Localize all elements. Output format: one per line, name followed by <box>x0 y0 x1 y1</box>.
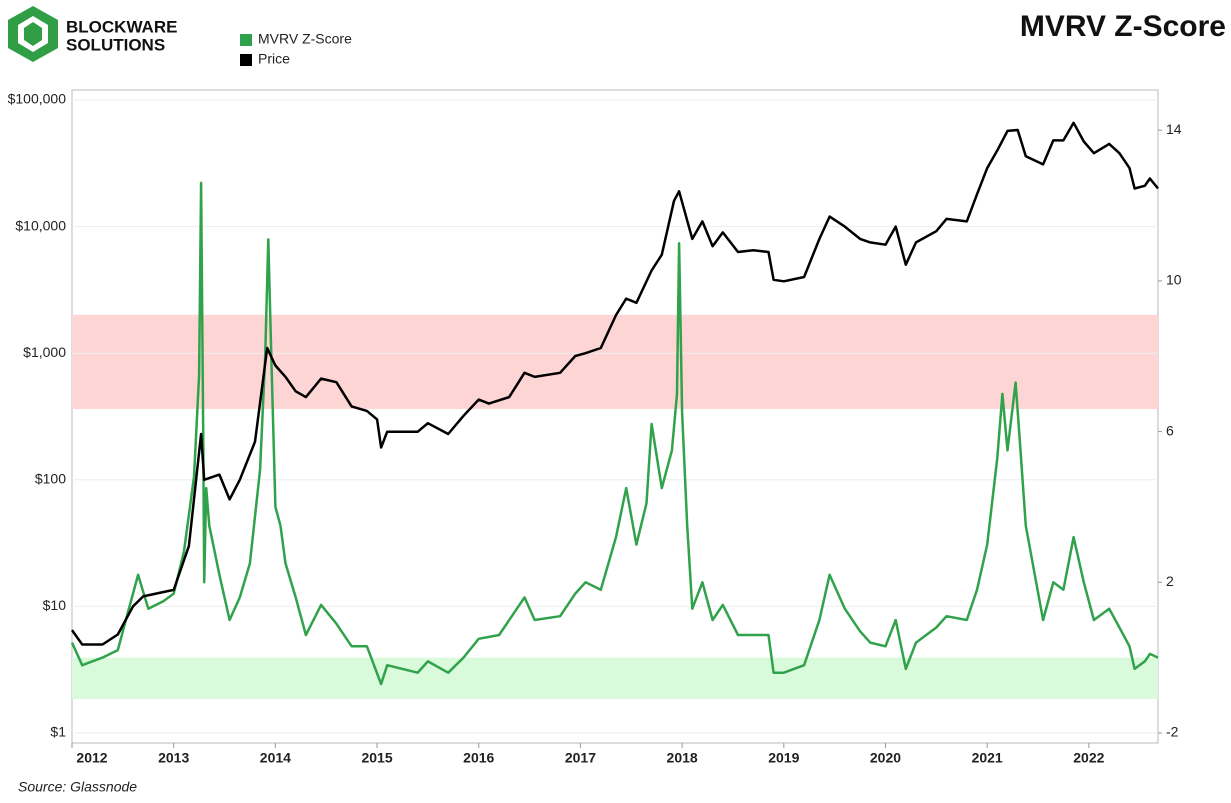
legend-swatch <box>240 34 252 46</box>
x-tick-label: 2017 <box>565 750 596 766</box>
x-tick-label: 2015 <box>361 750 392 766</box>
y2-tick-label: -2 <box>1166 724 1179 740</box>
x-tick-label: 2022 <box>1073 750 1104 766</box>
x-tick-label: 2019 <box>768 750 799 766</box>
x-tick-label: 2014 <box>260 750 291 766</box>
series-line <box>70 121 1159 646</box>
source: Source: Glassnode <box>18 779 137 795</box>
logo-mark <box>8 6 58 62</box>
x-tick-label: 2016 <box>463 750 494 766</box>
y-tick-label: $10,000 <box>15 217 66 233</box>
x-tick-label: 2012 <box>76 750 107 766</box>
x-tick-label: 2013 <box>158 750 189 766</box>
series-line <box>70 181 1159 686</box>
x-tick-label: 2018 <box>667 750 698 766</box>
zone-band <box>72 657 1158 700</box>
y2-tick-label: 2 <box>1166 573 1174 589</box>
y2-tick-label: 6 <box>1166 422 1174 438</box>
y-tick-label: $100 <box>35 471 66 487</box>
legend-label: MVRV Z-Score <box>258 31 352 47</box>
x-tick-label: 2021 <box>972 750 1003 766</box>
legend-swatch <box>240 54 252 66</box>
legend-label: Price <box>258 51 290 67</box>
plot-frame <box>71 89 1159 744</box>
logo-text: SOLUTIONS <box>66 35 165 54</box>
x-tick-label: 2020 <box>870 750 901 766</box>
zone-band <box>72 314 1158 409</box>
y-tick-label: $1,000 <box>23 344 66 360</box>
y-tick-label: $1 <box>50 724 66 740</box>
logo-text: BLOCKWARE <box>66 17 177 36</box>
chart-title: MVRV Z-Score <box>1020 10 1226 43</box>
y2-tick-label: 14 <box>1166 121 1182 137</box>
y-tick-label: $100,000 <box>8 91 67 107</box>
y2-tick-label: 10 <box>1166 272 1182 288</box>
y-tick-label: $10 <box>43 597 67 613</box>
